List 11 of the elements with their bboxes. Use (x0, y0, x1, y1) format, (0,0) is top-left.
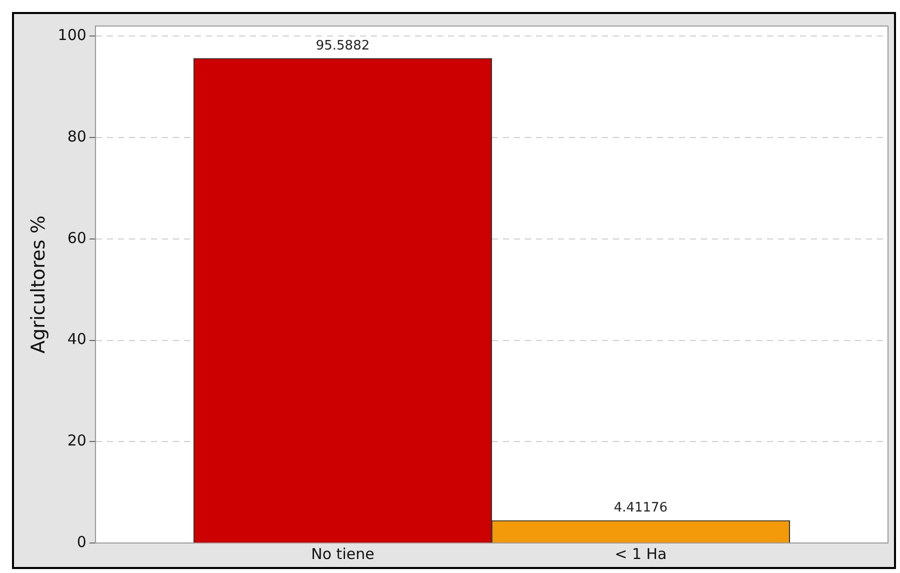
data-label: 95.5882 (316, 38, 370, 54)
y-tick-label: 60 (67, 228, 86, 247)
y-tick-label: 20 (67, 432, 86, 450)
x-tick-label: < 1 Ha (614, 544, 667, 563)
x-tick-label: No tiene (311, 544, 374, 563)
y-tick-label: 100 (58, 26, 86, 44)
data-label: 4.41176 (614, 500, 668, 516)
y-tick-label: 0 (76, 532, 86, 551)
y-tick-label: 40 (67, 330, 86, 348)
y-axis-title: Agricultores % (27, 215, 50, 354)
y-tick-label: 80 (67, 127, 86, 146)
